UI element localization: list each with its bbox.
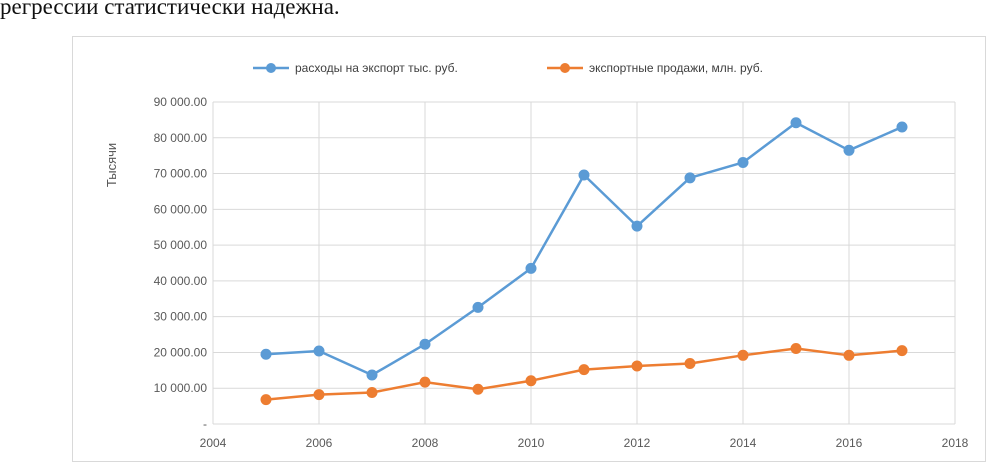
series-2-point xyxy=(578,364,590,376)
series-2-point xyxy=(313,389,325,401)
series-1-point xyxy=(366,369,378,381)
y-axis-ticks: - 10 000.00 20 000.00 30 000.00 40 000.00 50 … xyxy=(154,95,208,431)
series-1-point xyxy=(631,220,643,232)
legend: расходы на экспорт тыс. руб. экспортные п… xyxy=(253,61,763,75)
series-2-point xyxy=(896,345,908,357)
x-tick-label: 2018 xyxy=(942,436,969,450)
series-layer xyxy=(260,117,908,406)
y-tick-label: - xyxy=(203,417,207,431)
series-1-point xyxy=(260,348,272,360)
series-1-point xyxy=(790,117,802,129)
chart-container: расходы на экспорт тыс. руб. экспортные п… xyxy=(72,36,986,462)
y-tick-label: 10 000.00 xyxy=(154,381,208,395)
y-axis-label: Тысячи xyxy=(104,143,119,187)
legend-label-2: экспортные продажи, млн. руб. xyxy=(589,61,763,75)
series-2-point xyxy=(684,358,696,370)
x-tick-label: 2016 xyxy=(836,436,863,450)
legend-label-1: расходы на экспорт тыс. руб. xyxy=(295,61,458,75)
y-tick-label: 40 000.00 xyxy=(154,274,208,288)
series-1-point xyxy=(843,144,855,156)
y-tick-label: 20 000.00 xyxy=(154,345,208,359)
series-2-point xyxy=(525,375,537,387)
series-2-point xyxy=(737,349,749,361)
series-1-point xyxy=(472,301,484,313)
y-tick-label: 70 000.00 xyxy=(154,167,208,181)
document-text-fragment: регрессии статистически надежна. xyxy=(0,0,340,19)
x-tick-label: 2004 xyxy=(200,436,227,450)
x-tick-label: 2006 xyxy=(306,436,333,450)
x-tick-label: 2008 xyxy=(412,436,439,450)
series-1-point xyxy=(896,121,908,133)
x-tick-label: 2010 xyxy=(518,436,545,450)
y-tick-label: 30 000.00 xyxy=(154,310,208,324)
legend-marker-2 xyxy=(560,63,570,73)
series-2-point xyxy=(472,383,484,395)
series-2-point xyxy=(631,360,643,372)
series-2-point xyxy=(260,394,272,406)
y-tick-label: 80 000.00 xyxy=(154,131,208,145)
series-1 xyxy=(260,117,908,381)
series-1-point xyxy=(525,262,537,274)
series-1-point xyxy=(578,169,590,181)
y-tick-label: 50 000.00 xyxy=(154,238,208,252)
x-tick-label: 2012 xyxy=(624,436,651,450)
series-1-point xyxy=(313,345,325,357)
x-axis-ticks: 2004 2006 2008 2010 2012 2014 2016 2018 xyxy=(200,436,969,450)
line-chart: расходы на экспорт тыс. руб. экспортные п… xyxy=(104,61,969,450)
series-2 xyxy=(260,343,908,406)
y-tick-label: 90 000.00 xyxy=(154,95,208,109)
series-1-line xyxy=(265,121,903,377)
series-2-point xyxy=(366,387,378,399)
series-1-point xyxy=(684,172,696,184)
series-2-point xyxy=(790,343,802,355)
series-2-point xyxy=(843,349,855,361)
legend-marker-1 xyxy=(266,63,276,73)
y-tick-label: 60 000.00 xyxy=(154,202,208,216)
series-1-point xyxy=(419,338,431,350)
series-2-point xyxy=(419,376,431,388)
series-1-point xyxy=(737,156,749,168)
x-tick-label: 2014 xyxy=(730,436,757,450)
gridlines xyxy=(212,101,956,425)
